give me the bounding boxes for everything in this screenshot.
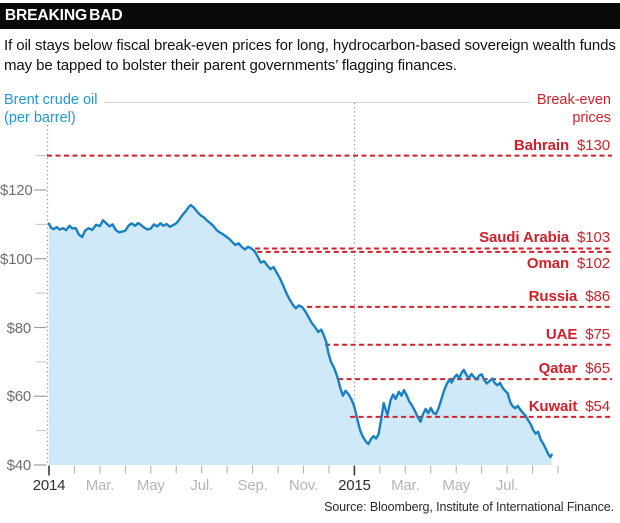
breakeven-label-oman: Oman $102 [527,255,610,272]
breakeven-price: $54 [585,397,610,415]
breakeven-price: $130 [577,136,610,154]
price-area-fill [49,205,552,465]
page-title: BREAKING BAD [4,7,123,24]
left-axis-title-line1: Brent crude oil [4,92,98,108]
x-axis-label-mar: Mar. [85,477,115,494]
x-axis-label-jul: Jul. [190,477,213,494]
breakeven-price: $65 [585,360,610,378]
breakeven-country: Bahrain [513,136,570,154]
breakeven-label-uae: UAE $75 [546,326,610,343]
breakeven-price: $75 [585,325,610,343]
x-axis-label-2014: 2014 [32,477,66,494]
breakeven-price: $86 [585,287,610,305]
brent-price-line [47,203,553,459]
right-axis-title-line2: prices [572,110,611,126]
left-axis-title-line2: (per barrel) [4,110,76,126]
source-attribution: Source: Bloomberg, Institute of Internat… [324,500,614,514]
breakeven-country: Oman [526,254,570,272]
breakeven-price: $103 [577,229,610,247]
left-axis-title: Brent crude oil (per barrel) [4,91,98,127]
title-bar: BREAKING BAD [0,3,620,29]
x-axis-label-jul: Jul. [495,477,519,494]
subtitle-text: If oil stays below fiscal break-even pri… [4,37,616,74]
x-axis-label-mar: Mar. [391,477,420,494]
y-axis-label-80: $80 [6,319,32,337]
y-axis-label-60: $60 [6,388,32,406]
y-axis-label-100: $100 [0,250,33,268]
breakeven-label-saudi-arabia: Saudi Arabia $103 [479,229,610,246]
x-axis-label-2015: 2015 [338,477,371,494]
breakeven-country: Saudi Arabia [479,229,570,247]
breakeven-country: UAE [545,325,578,343]
breakeven-label-russia: Russia $86 [529,288,610,305]
right-axis-title-line1: Break-even [536,92,611,108]
breakeven-label-kuwait: Kuwait $54 [529,398,610,415]
x-axis-label-nov: Nov. [289,477,318,494]
breakeven-country: Kuwait [528,397,578,415]
x-axis-label-may: May [442,477,471,494]
y-axis-label-40: $40 [6,457,32,474]
right-axis-title: Break-even prices [537,91,611,127]
x-axis-label-may: May [136,477,165,494]
header-connector-line [104,102,530,103]
breakeven-label-bahrain: Bahrain $130 [514,137,610,154]
y-axis-label-120: $120 [0,182,33,199]
breakeven-country: Qatar [538,360,578,378]
x-axis-label-sep: Sep. [237,477,268,494]
breakeven-label-qatar: Qatar $65 [538,360,611,378]
breakeven-price: $102 [577,254,610,272]
breakeven-country: Russia [528,287,578,305]
